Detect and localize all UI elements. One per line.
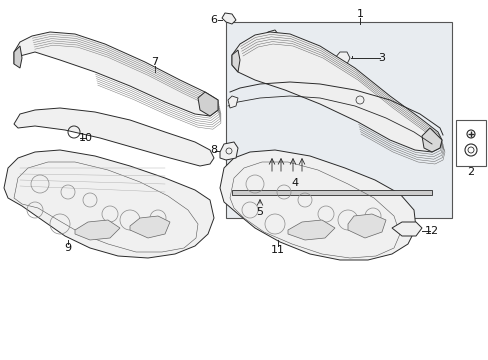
Text: 9: 9 [64,243,71,253]
Polygon shape [391,222,421,236]
Polygon shape [287,220,334,240]
Text: 3: 3 [378,53,385,63]
Text: 7: 7 [151,57,158,67]
Text: 10: 10 [79,133,93,143]
Text: 12: 12 [424,226,438,236]
Polygon shape [421,128,441,152]
Text: 4: 4 [291,178,298,188]
Polygon shape [14,46,22,68]
Text: 2: 2 [467,167,473,177]
Polygon shape [75,220,120,240]
Polygon shape [347,214,385,238]
Polygon shape [227,96,238,108]
Polygon shape [231,190,431,195]
Bar [225,22,451,218]
Polygon shape [4,150,214,258]
Polygon shape [222,13,236,24]
Polygon shape [130,216,170,238]
Polygon shape [260,30,278,44]
Text: 6: 6 [210,15,217,25]
Text: 1: 1 [356,9,363,19]
Text: 5: 5 [256,207,263,217]
Bar [455,120,485,166]
Polygon shape [334,52,349,64]
Polygon shape [198,92,218,116]
Text: 8: 8 [210,145,217,155]
Polygon shape [14,108,214,166]
Polygon shape [231,50,240,72]
Polygon shape [231,32,441,152]
Polygon shape [220,150,415,260]
Text: 11: 11 [270,245,285,255]
Polygon shape [220,142,238,160]
Polygon shape [14,32,218,116]
